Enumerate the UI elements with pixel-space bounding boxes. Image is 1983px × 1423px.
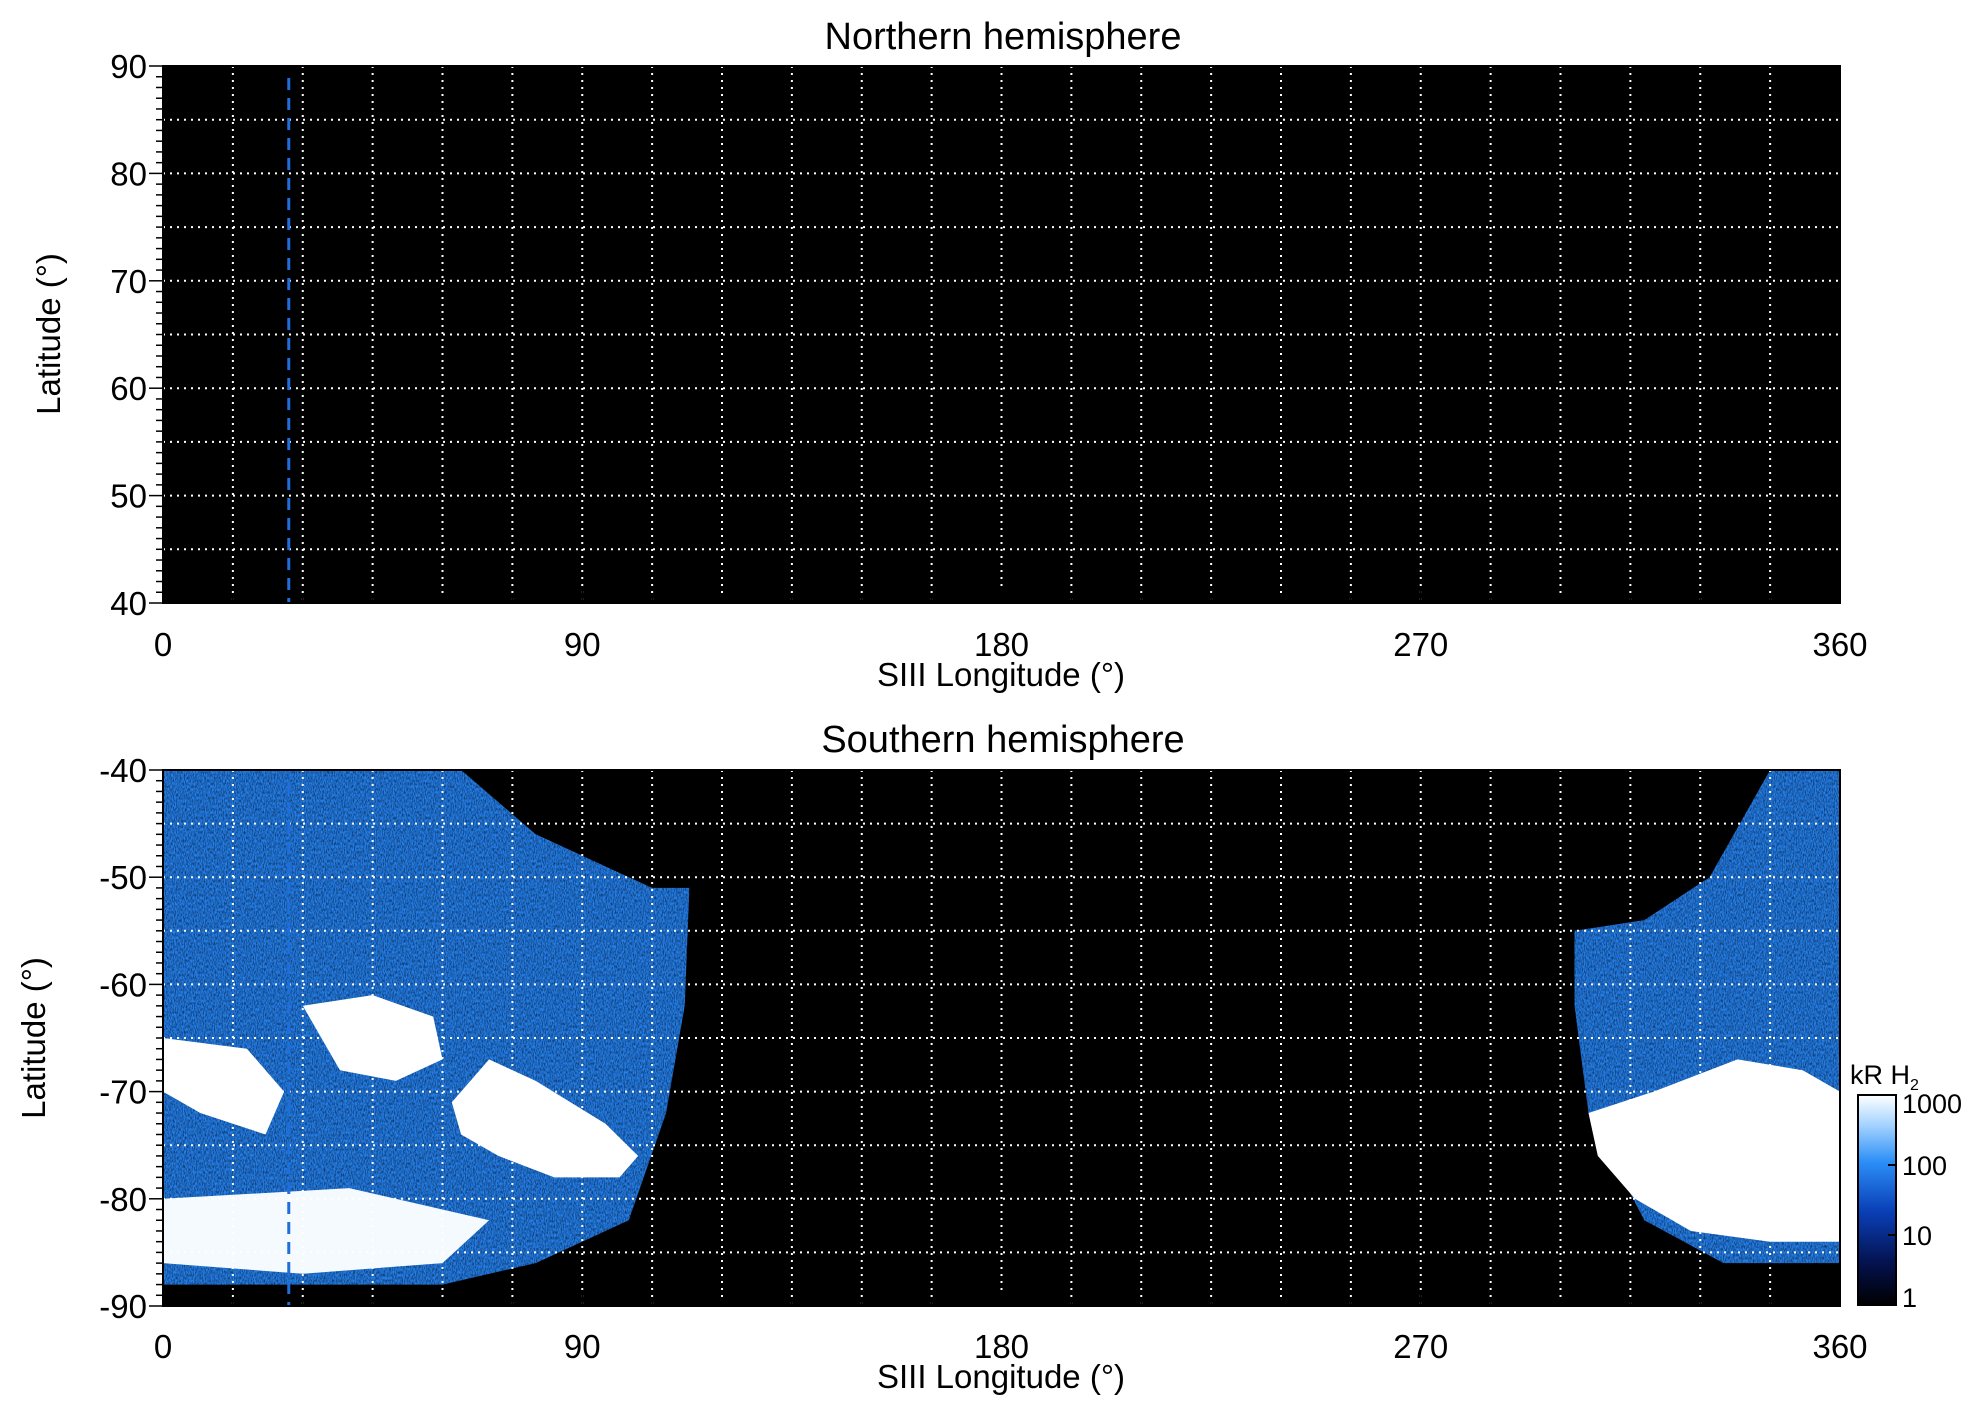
y-tick-label: 50 [110, 478, 147, 515]
y-tick-label: 40 [110, 585, 147, 622]
north-plot-area [163, 66, 1840, 603]
north-x-axis-label: SIII Longitude (°) [877, 656, 1125, 693]
y-tick-label: -40 [99, 752, 147, 789]
south-title: Southern hemisphere [821, 719, 1184, 761]
colorbar-tick-label: 100 [1902, 1151, 1947, 1181]
colorbar-label-main: kR H [1850, 1060, 1910, 1090]
north-panel: Northern hemisphere 0 90 180 270 360 40 50 60 70… [30, 16, 1868, 693]
south-emission-layer [163, 770, 1840, 1285]
y-tick-label: -80 [99, 1181, 147, 1218]
south-ticks: 0 90 180 270 360 -40 -50 -60 -70 -80 -90 [99, 752, 1867, 1365]
x-tick-label: 0 [154, 1328, 172, 1365]
south-x-axis-label: SIII Longitude (°) [877, 1358, 1125, 1395]
x-tick-label: 270 [1393, 1328, 1448, 1365]
y-tick-label: 90 [110, 48, 147, 85]
emission-region-west-oval [451, 1059, 639, 1178]
x-tick-label: 180 [974, 626, 1029, 663]
y-tick-label: 70 [110, 263, 147, 300]
y-tick-label: -90 [99, 1288, 147, 1325]
emission-region-east-oval [1588, 1059, 1840, 1242]
colorbar: kR H2 1000 100 10 1 [1850, 1060, 1962, 1313]
colorbar-ticks: 1000 100 10 1 [1888, 1089, 1962, 1313]
emission-region-west-spots-1 [163, 1038, 285, 1135]
colorbar-tick-label: 1000 [1902, 1089, 1962, 1119]
south-grid [163, 770, 1840, 1306]
north-y-axis-label: Latitude (°) [30, 253, 67, 415]
colorbar-label-subscript: 2 [1910, 1077, 1919, 1094]
x-tick-label: 360 [1812, 1328, 1867, 1365]
north-title: Northern hemisphere [825, 16, 1182, 58]
x-tick-label: 90 [564, 626, 601, 663]
north-ticks: 0 90 180 270 360 40 50 60 70 80 90 [110, 48, 1867, 663]
y-tick-label: -50 [99, 859, 147, 896]
x-tick-label: 90 [564, 1328, 601, 1365]
x-tick-label: 360 [1812, 626, 1867, 663]
south-y-axis-label: Latitude (°) [15, 957, 52, 1119]
y-tick-label: 60 [110, 370, 147, 407]
y-tick-label: 80 [110, 155, 147, 192]
colorbar-label: kR H2 [1850, 1060, 1919, 1094]
x-tick-label: 180 [974, 1328, 1029, 1365]
x-tick-label: 270 [1393, 626, 1448, 663]
emission-region-west-polar-band [163, 1188, 490, 1274]
y-tick-label: -70 [99, 1074, 147, 1111]
colorbar-tick-label: 1 [1902, 1283, 1917, 1313]
x-tick-label: 0 [154, 626, 172, 663]
y-tick-label: -60 [99, 966, 147, 1003]
south-panel: Southern hemisphere 0 90 180 270 360 -40 -50 -6… [15, 719, 1868, 1395]
colorbar-gradient [1857, 1094, 1897, 1306]
colorbar-tick-label: 10 [1902, 1221, 1932, 1251]
